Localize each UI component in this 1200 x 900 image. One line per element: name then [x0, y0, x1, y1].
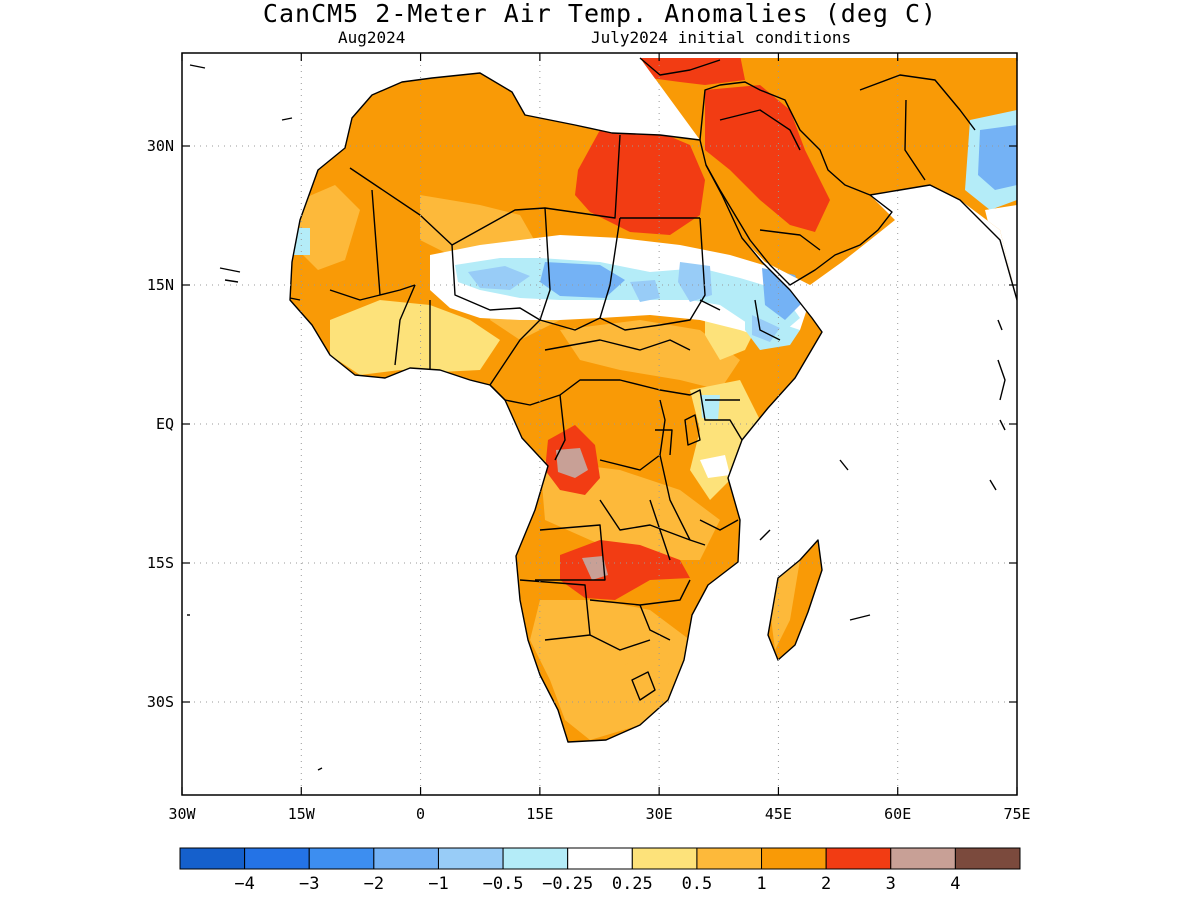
x-tick-label: 15E: [526, 805, 553, 823]
y-tick-label: 30S: [147, 693, 174, 711]
colorbar-label: 2: [821, 874, 831, 894]
colorbar-label: 0.5: [682, 874, 713, 894]
colorbar: −4 −3 −2 −1 −0.5 −0.25 0.25 0.5 1 2 3 4: [179, 847, 1021, 894]
colorbar-swatch: [308, 847, 375, 870]
y-tick-label: 15N: [147, 276, 174, 294]
colorbar-label: −3: [299, 874, 319, 894]
colorbar-swatch: [761, 847, 827, 870]
colorbar-swatch: [825, 847, 892, 870]
y-tick-label: EQ: [156, 415, 174, 433]
colorbar-swatch: [244, 847, 310, 870]
x-tick-label: 0: [416, 805, 425, 823]
coastlines-borders: [187, 57, 1017, 771]
colorbar-swatch: [954, 847, 1021, 870]
colorbar-swatch: [373, 847, 439, 870]
colorbar-label: −0.25: [542, 874, 593, 894]
latitude-axis: 30N 15N EQ 15S 30S: [147, 137, 1017, 711]
map-title: CanCM5 2-Meter Air Temp. Anomalies (deg …: [262, 0, 938, 28]
colorbar-label: −1: [428, 874, 448, 894]
colorbar-swatch: [179, 847, 246, 870]
colorbar-label: 4: [950, 874, 960, 894]
colorbar-label: −0.5: [483, 874, 524, 894]
colorbar-label: 1: [756, 874, 766, 894]
colorbar-label: −4: [234, 874, 254, 894]
map-grid: [182, 53, 1017, 795]
colorbar-swatch: [696, 847, 763, 870]
colorbar-label: 3: [886, 874, 896, 894]
anomaly-field: [290, 58, 1017, 742]
colorbar-swatch: [890, 847, 956, 870]
initial-conditions: July2024 initial conditions: [591, 28, 852, 47]
x-tick-label: 60E: [884, 805, 911, 823]
x-tick-label: 30W: [168, 805, 196, 823]
x-tick-label: 45E: [765, 805, 792, 823]
colorbar-label: 0.25: [612, 874, 653, 894]
colorbar-swatch: [437, 847, 504, 870]
forecast-month: Aug2024: [338, 28, 406, 47]
x-tick-label: 30E: [646, 805, 673, 823]
colorbar-swatch: [567, 847, 633, 870]
y-tick-label: 30N: [147, 137, 174, 155]
colorbar-label: −2: [364, 874, 384, 894]
x-tick-label: 75E: [1003, 805, 1030, 823]
y-tick-label: 15S: [147, 554, 174, 572]
colorbar-swatch: [631, 847, 698, 870]
x-tick-label: 15W: [288, 805, 316, 823]
colorbar-swatch: [502, 847, 569, 870]
longitude-axis: 30W 15W 0 15E 30E 45E 60E 75E: [168, 53, 1031, 823]
